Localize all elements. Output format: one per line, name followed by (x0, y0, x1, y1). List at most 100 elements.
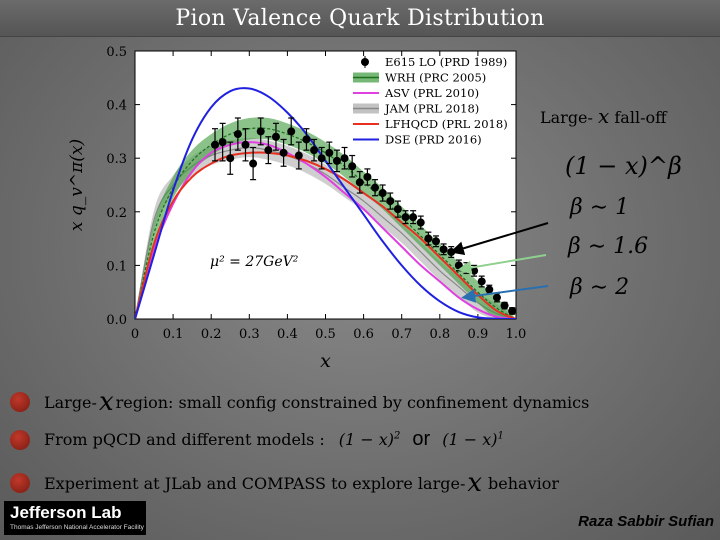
y-axis-label: x q_v^π(x) (67, 139, 87, 231)
data-point (310, 146, 319, 155)
bullet-3-prefix: Experiment at JLab and COMPASS to explor… (44, 473, 466, 493)
data-point (424, 234, 433, 243)
data-point (211, 140, 220, 149)
data-point (287, 127, 296, 136)
jefferson-lab-logo: Jefferson Lab Thomas Jefferson National … (4, 501, 146, 535)
bullet-3: Experiment at JLab and COMPASS to explor… (10, 468, 559, 498)
data-point (233, 130, 242, 139)
line-asv (135, 141, 516, 319)
data-point (355, 178, 364, 187)
chart: 0 0.1 0.2 0.3 0.4 0.5 0.6 0.7 0.8 0.9 1.0 0.0 0.1 0.2… (67, 45, 682, 372)
y-tick-label: 0.5 (106, 45, 127, 60)
logo-name: Jefferson Lab (10, 503, 122, 522)
data-point (302, 135, 311, 144)
bullet-1: Large- x region: small config constraine… (10, 387, 589, 417)
data-point (393, 205, 402, 214)
data-point (508, 306, 516, 315)
legend-label-e615: E615 LO (PRD 1989) (385, 55, 507, 69)
slide-title: Pion Valence Quark Distribution (175, 5, 545, 31)
data-point (325, 148, 334, 157)
data-point (348, 162, 357, 171)
falloff-title: Large- x fall-off (540, 104, 668, 128)
logo-tagline: Thomas Jefferson National Accelerator Fa… (10, 524, 144, 531)
data-point (500, 301, 509, 310)
bullet-icon (10, 392, 30, 412)
beta-arrow (461, 285, 549, 303)
falloff-formula: (1 − x)^β (565, 152, 682, 180)
data-point (492, 293, 501, 302)
bullet-1-var: x (98, 387, 114, 417)
y-tick-label: 0.2 (106, 206, 127, 221)
legend-label-dse: DSE (PRD 2016) (385, 133, 482, 147)
data-point (477, 277, 486, 286)
beta-arrow (457, 254, 547, 275)
data-point (431, 237, 440, 246)
x-tick-label: 0.3 (239, 327, 260, 342)
y-tick-label: 0.0 (106, 313, 127, 328)
legend-label-asv: ASV (PRL 2010) (384, 86, 479, 100)
data-point (317, 154, 326, 163)
data-point (378, 189, 387, 198)
bullet-3-var: x (467, 468, 483, 498)
bullet-2-formula-1: (1 − x)2 (338, 430, 401, 449)
line-lfhqcd (135, 151, 516, 319)
data-point (409, 213, 418, 222)
data-point (401, 213, 410, 222)
data-point (332, 156, 341, 165)
x-tick-label: 0.4 (277, 327, 298, 342)
data-point (386, 197, 395, 206)
x-tick-label: 1.0 (506, 327, 527, 342)
y-tick-label: 0.3 (106, 152, 127, 167)
data-point (416, 218, 425, 227)
data-point (454, 261, 463, 270)
author-name: Raza Sabbir Sufian (578, 513, 714, 530)
data-point (264, 146, 273, 155)
x-tick-label: 0.6 (353, 327, 374, 342)
x-tick-label: 0.9 (468, 327, 489, 342)
bullet-2-or: or (412, 428, 431, 450)
bullet-1-suffix: region: small config constrained by conf… (115, 392, 590, 412)
title-bar: Pion Valence Quark Distribution (0, 0, 720, 37)
bullet-icon (10, 429, 30, 450)
bullet-2-prefix: From pQCD and different models : (44, 430, 325, 449)
data-point (294, 151, 303, 160)
bullet-2: From pQCD and different models : (1 − x)… (10, 428, 504, 451)
y-tick-label: 0.4 (106, 99, 127, 114)
legend-label-jam: JAM (PRL 2018) (384, 102, 479, 116)
x-tick-label: 0.1 (163, 327, 184, 342)
legend-label-wrh: WRH (PRC 2005) (385, 71, 486, 85)
beta-label: β ∼ 1.6 (567, 234, 648, 259)
beta-label: β ∼ 2 (569, 275, 629, 300)
line-dse (135, 87, 516, 319)
x-tick-label: 0 (131, 327, 139, 342)
beta-label: β ∼ 1 (569, 195, 629, 220)
x-tick-label: 0.8 (429, 327, 450, 342)
series-group (135, 87, 516, 319)
x-tick-label: 0.7 (391, 327, 412, 342)
beta-arrow (449, 222, 549, 256)
bullet-2-formula-2: (1 − x)1 (442, 430, 504, 449)
data-point (279, 148, 288, 157)
y-tick-label: 0.1 (106, 259, 127, 274)
data-point (439, 245, 448, 254)
data-point (371, 183, 380, 192)
bullet-1-prefix: Large- (44, 392, 97, 412)
data-point (256, 127, 265, 136)
x-tick-label: 0.2 (201, 327, 222, 342)
x-tick-label: 0.5 (315, 327, 336, 342)
data-point (226, 154, 235, 163)
data-point (340, 154, 349, 163)
data-point (363, 172, 372, 181)
data-point (485, 285, 494, 294)
mu-squared-annotation: μ² = 27GeV² (210, 254, 299, 270)
legend-marker-point (361, 58, 369, 66)
x-axis-label: x (320, 350, 331, 372)
data-point (218, 138, 227, 147)
bullet-3-suffix: behavior (488, 473, 560, 493)
data-point (271, 132, 280, 141)
bullet-icon (10, 473, 30, 493)
legend-label-lfhqcd: LFHQCD (PRL 2018) (385, 117, 508, 131)
data-point (249, 159, 258, 168)
line-wrh (135, 127, 516, 319)
data-point (241, 140, 250, 149)
